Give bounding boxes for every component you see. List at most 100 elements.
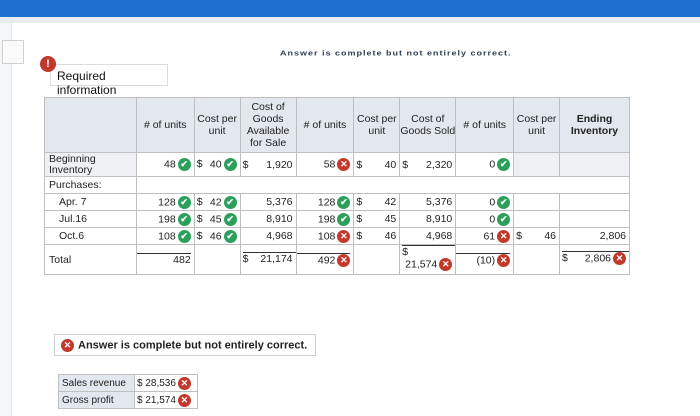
beginning-sold-total-input[interactable]: $2,320 (399, 152, 457, 177)
table-row-beginning: Beginning Inventory 48 ✔ $40 ✔ $1,920 58 ✕ … (44, 152, 630, 177)
jul-sold-cost-input[interactable]: $45 (353, 210, 401, 228)
jul-cost-input[interactable]: $45 ✔ (193, 210, 241, 228)
total-end-total-input[interactable]: $2,806 ✕ (559, 244, 630, 275)
beginning-available-input[interactable]: $1,920 (239, 152, 297, 177)
top-strip (0, 17, 700, 23)
beginning-sold-cost-input[interactable]: $40 (353, 152, 401, 177)
apr-sold-total-input[interactable]: 5,376 (399, 193, 457, 211)
check-circle-icon: ✔ (497, 212, 511, 226)
check-circle-icon: ✔ (223, 158, 237, 171)
apr-available-input[interactable]: 5,376 (239, 193, 297, 211)
header-cogs-sold: Cost of Goods Sold (399, 97, 457, 153)
check-circle-icon: ✔ (177, 212, 191, 226)
header-cost-per-unit: Cost per unit (193, 97, 241, 153)
oct-end-cost-input[interactable]: $46 (513, 227, 561, 245)
row-label-oct: Oct.6 (44, 227, 137, 245)
gross-profit-input[interactable]: $ 21,574 ✕ (134, 391, 198, 409)
required-information-panel[interactable]: Required information (50, 64, 168, 97)
beginning-sold-units-input[interactable]: 58 ✕ (295, 152, 355, 177)
header-blank (44, 97, 137, 153)
oct-sold-total-input[interactable]: 4,968 (399, 227, 457, 245)
table-row-purchases: Purchases: (44, 176, 631, 194)
header-cost-per-unit-sold: Cost per unit (353, 97, 401, 153)
oct-sold-units-input[interactable]: 108 ✕ (295, 227, 355, 245)
check-circle-icon: ✔ (177, 229, 191, 243)
jul-end-units-input[interactable]: 0 ✔ (455, 210, 515, 228)
beginning-end-units-input[interactable]: 0 ✔ (455, 152, 515, 177)
header-units-sold: # of units (295, 97, 355, 153)
apr-units-input[interactable]: 128 ✔ (135, 193, 195, 211)
header-units: # of units (135, 97, 195, 153)
jul-units-input[interactable]: 198 ✔ (135, 210, 195, 228)
apr-cost-input[interactable]: $42 ✔ (193, 193, 241, 211)
total-available-input[interactable]: $21,174 (239, 244, 297, 275)
answer-status-text: Answer is complete but not entirely corr… (78, 339, 308, 352)
row-label-apr: Apr. 7 (44, 193, 137, 211)
total-sold-cost-cell (353, 244, 401, 275)
jul-end-total-cell (559, 210, 630, 228)
sales-revenue-label: Sales revenue (58, 374, 135, 392)
apr-end-units-input[interactable]: 0 ✔ (455, 193, 515, 211)
header-cost-per-unit-ending: Cost per unit (513, 97, 561, 153)
purchases-spacer (135, 176, 631, 194)
apr-end-total-cell (559, 193, 630, 211)
apr-sold-cost-input[interactable]: $42 (353, 193, 401, 211)
gross-profit-label: Gross profit (58, 391, 135, 409)
x-circle-icon: ✕ (337, 229, 351, 243)
sales-revenue-input[interactable]: $ 28,536 ✕ (134, 374, 198, 392)
oct-sold-cost-input[interactable]: $46 (353, 227, 401, 245)
jul-sold-units-input[interactable]: 198 ✔ (295, 210, 355, 228)
apr-sold-units-input[interactable]: 128 ✔ (295, 193, 355, 211)
beginning-cost-input[interactable]: $40 ✔ (193, 152, 241, 177)
check-circle-icon: ✔ (223, 195, 237, 209)
oct-available-input[interactable]: 4,968 (239, 227, 297, 245)
row-label-total: Total (44, 244, 137, 275)
check-circle-icon: ✔ (177, 195, 191, 209)
oct-end-total-input[interactable]: 2,806 (559, 227, 630, 245)
left-panel-edge (0, 23, 12, 416)
jul-end-cost-cell (513, 210, 561, 228)
table-row-apr: Apr. 7 128 ✔ $42 ✔ 5,376 128 ✔ $42 5,376 0 ✔ (44, 193, 630, 211)
check-circle-icon: ✔ (177, 158, 191, 171)
jul-available-input[interactable]: 8,910 (239, 210, 297, 228)
check-circle-icon: ✔ (497, 158, 511, 171)
beginning-units-input[interactable]: 48 ✔ (135, 152, 195, 177)
oct-units-input[interactable]: 108 ✔ (135, 227, 195, 245)
answer-status-panel: ✕ Answer is complete but not entirely cor… (54, 334, 316, 356)
check-circle-icon: ✔ (223, 229, 237, 243)
row-label-jul: Jul.16 (44, 210, 137, 228)
table-row-gross-profit: Gross profit $ 21,574 ✕ (58, 391, 198, 409)
table-row-jul: Jul.16 198 ✔ $45 ✔ 8,910 198 ✔ $45 8,910 0 ✔ (44, 210, 630, 228)
row-label-beginning: Beginning Inventory (44, 152, 137, 177)
check-circle-icon: ✔ (497, 195, 511, 209)
total-end-units-input[interactable]: (10) ✕ (455, 244, 515, 275)
top-bar (0, 0, 700, 17)
x-circle-icon: ✕ (177, 376, 191, 390)
beginning-end-total-cell (559, 152, 630, 177)
check-circle-icon: ✔ (223, 212, 237, 226)
x-circle-icon: ✕ (337, 158, 351, 171)
oct-cost-input[interactable]: $46 ✔ (193, 227, 241, 245)
total-units-input[interactable]: 482 (135, 244, 195, 275)
check-circle-icon: ✔ (337, 212, 351, 226)
oct-end-units-input[interactable]: 61 ✕ (455, 227, 515, 245)
beginning-end-cost-cell (513, 152, 561, 177)
inventory-table: # of units Cost per unit Cost of Goods A… (44, 97, 631, 275)
header-units-ending: # of units (455, 97, 515, 153)
answer-banner: Answer is complete but not entirely corr… (280, 48, 512, 58)
x-circle-icon: ✕ (61, 339, 74, 352)
required-information-label: Required information (57, 69, 117, 97)
jul-sold-total-input[interactable]: 8,910 (399, 210, 457, 228)
x-circle-icon: ✕ (439, 258, 453, 271)
total-end-cost-cell (513, 244, 561, 275)
table-row-oct: Oct.6 108 ✔ $46 ✔ 4,968 108 ✕ $46 4,968 61 ✕… (44, 227, 630, 245)
x-circle-icon: ✕ (337, 253, 351, 267)
header-ending-inventory: Ending Inventory (559, 97, 630, 153)
table-row-total: Total 482 $21,174 492 ✕ $21,574 ✕ (10) ✕ $2… (44, 244, 630, 275)
sales-table: Sales revenue $ 28,536 ✕ Gross profit $ 2… (58, 374, 198, 409)
exclamation-circle-icon: ! (40, 56, 56, 72)
x-circle-icon: ✕ (177, 393, 191, 407)
total-sold-units-input[interactable]: 492 ✕ (295, 244, 355, 275)
left-panel-control[interactable] (2, 40, 24, 64)
total-sold-total-input[interactable]: $21,574 ✕ (399, 244, 457, 275)
